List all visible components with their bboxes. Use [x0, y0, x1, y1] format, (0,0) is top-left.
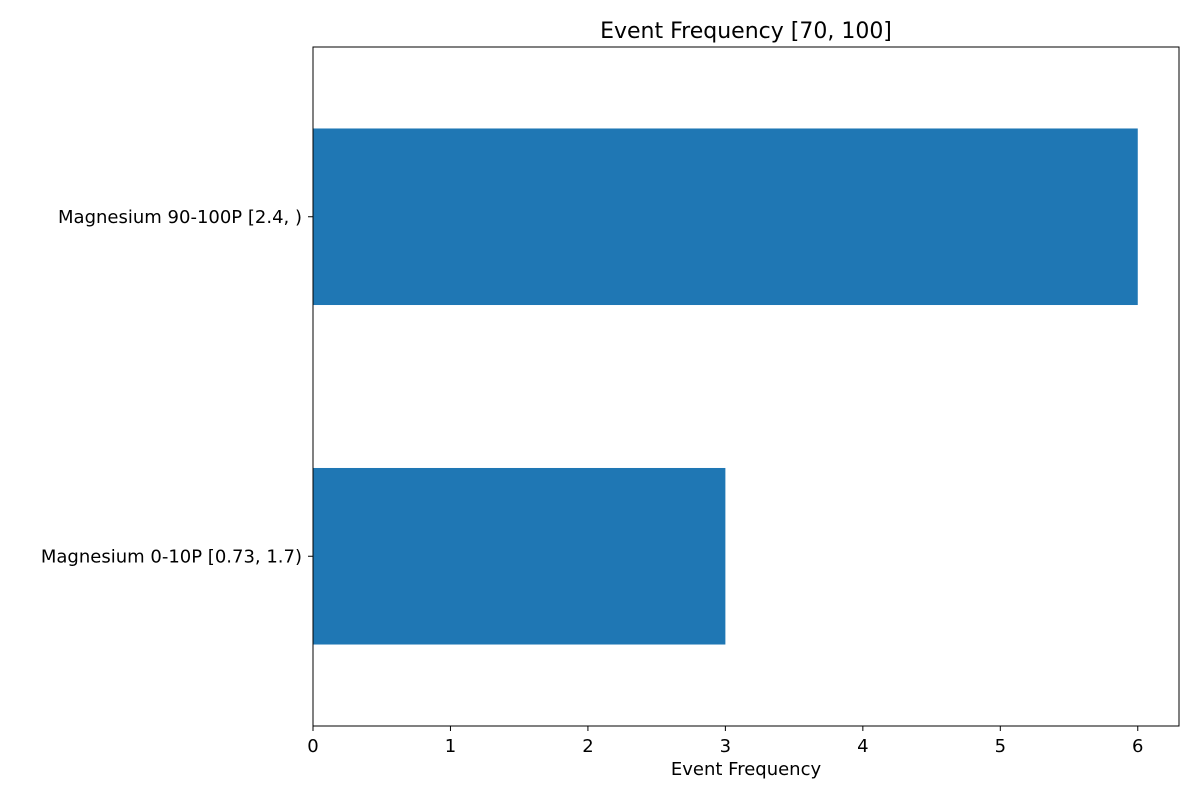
y-tick-label: Magnesium 0-10P [0.73, 1.7)	[41, 546, 302, 567]
y-tick-label: Magnesium 90-100P [2.4, )	[58, 207, 302, 228]
bars-group	[313, 128, 1138, 645]
x-axis: 0 1 2 3 4 5 6	[307, 726, 1143, 757]
bar	[313, 128, 1138, 306]
x-tick-label: 0	[307, 736, 318, 757]
bar	[313, 467, 726, 645]
x-tick-label: 4	[857, 736, 868, 757]
plot-frame	[312, 46, 1180, 727]
y-axis: Magnesium 90-100P [2.4, ) Magnesium 0-10P…	[41, 207, 313, 567]
x-tick-label: 3	[720, 736, 731, 757]
x-axis-label: Event Frequency	[671, 759, 822, 780]
x-tick-label: 6	[1132, 736, 1143, 757]
x-tick-label: 1	[445, 736, 456, 757]
chart-title: Event Frequency [70, 100]	[600, 19, 892, 44]
x-tick-label: 2	[582, 736, 593, 757]
x-tick-label: 5	[995, 736, 1006, 757]
